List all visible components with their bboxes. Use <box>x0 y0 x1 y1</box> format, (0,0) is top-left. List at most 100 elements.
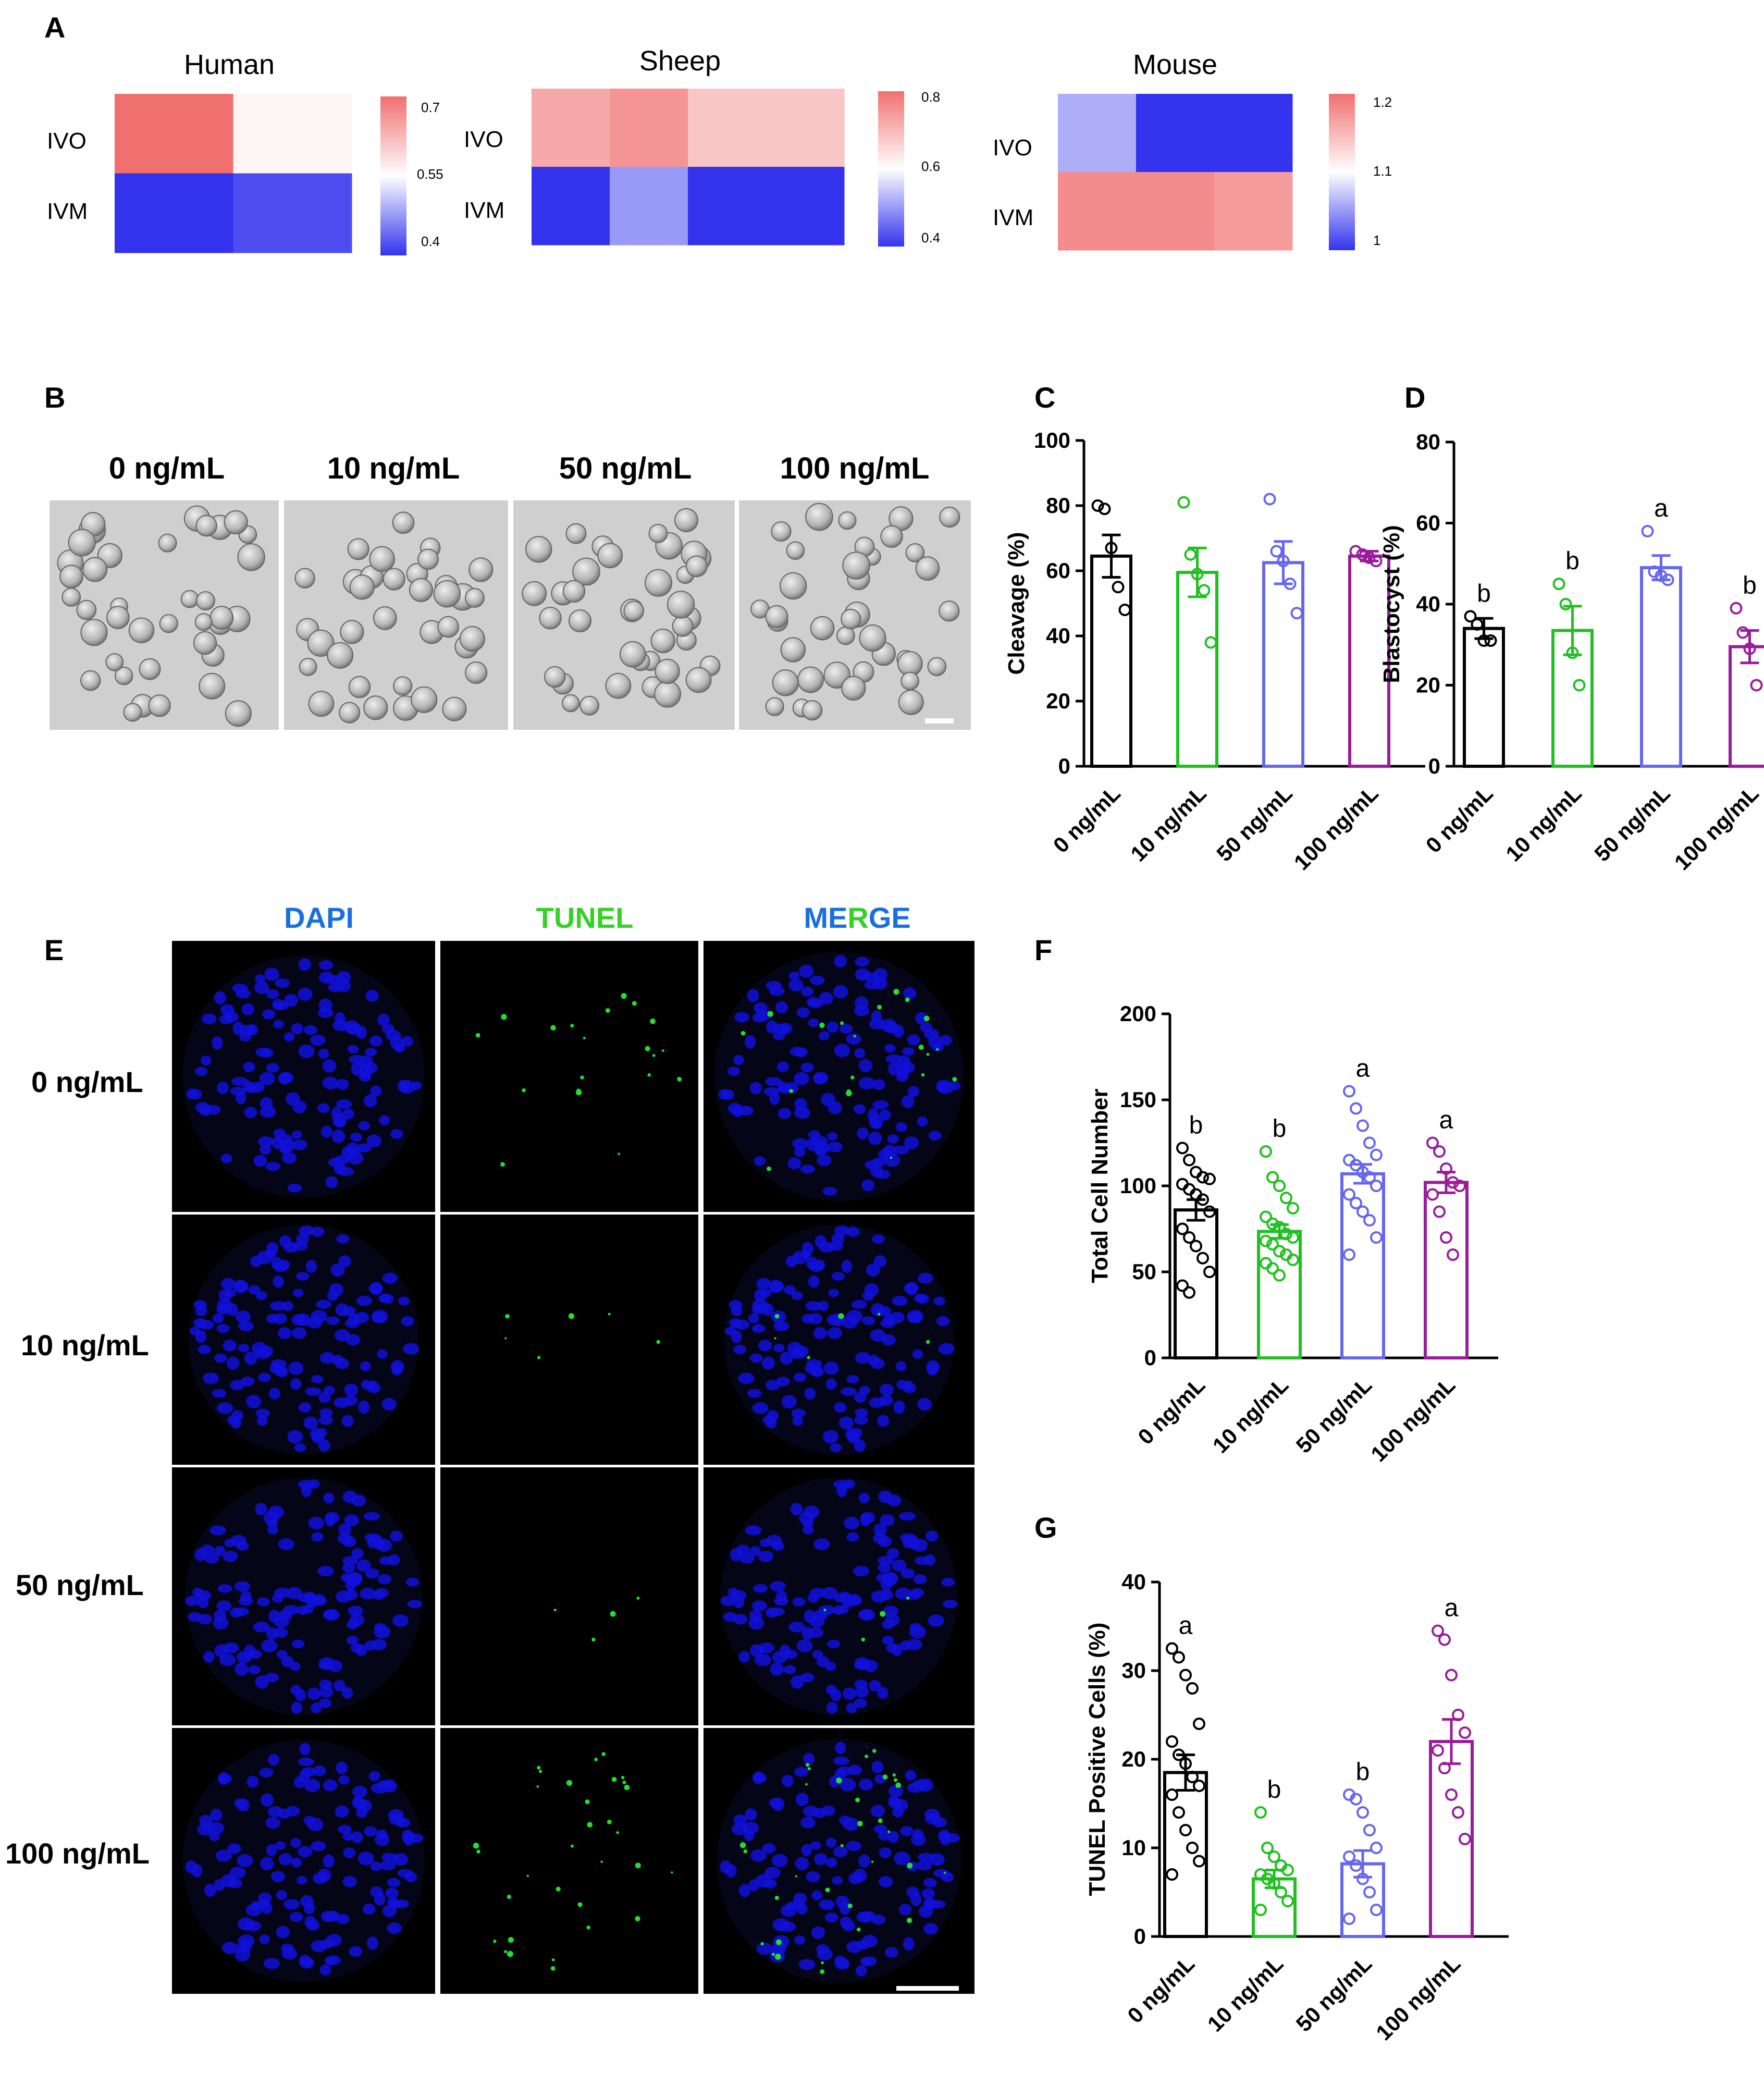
nucleus <box>316 1300 332 1309</box>
nucleus <box>311 1430 325 1444</box>
nucleus <box>255 1047 270 1057</box>
brightfield-images <box>50 500 971 730</box>
embryo <box>898 689 924 715</box>
nucleus <box>304 1779 320 1793</box>
tunel-spot <box>795 1875 798 1878</box>
nucleus <box>232 1022 244 1035</box>
y-tick-label: 20 <box>1416 673 1440 697</box>
nucleus <box>318 998 332 1012</box>
data-point <box>1445 1669 1458 1682</box>
data-point <box>1179 1669 1192 1682</box>
nucleus <box>880 1589 893 1600</box>
nucleus <box>804 1610 815 1623</box>
nucleus <box>871 1234 885 1244</box>
x-tick-label: 0 ng/mL <box>1133 1372 1210 1449</box>
nucleus <box>217 1584 232 1593</box>
data-point <box>1190 1240 1202 1253</box>
embryo-outline <box>182 955 425 1198</box>
nucleus <box>882 1636 894 1645</box>
data-point <box>1356 548 1369 561</box>
legend-tick: 1 <box>1373 232 1380 248</box>
embryo <box>417 548 439 570</box>
nucleus <box>342 1490 357 1503</box>
nucleus <box>331 1130 346 1143</box>
embryo <box>810 616 835 641</box>
nucleus <box>764 1867 781 1879</box>
nucleus <box>331 1107 342 1121</box>
significance-letter: a <box>1654 495 1668 522</box>
nucleus <box>796 1007 810 1018</box>
nucleus <box>873 968 888 981</box>
nucleus <box>827 1639 840 1649</box>
nucleus <box>858 1854 870 1868</box>
nucleus <box>251 1342 267 1355</box>
nucleus <box>909 1623 922 1632</box>
y-tick-label: 0 <box>1134 1924 1146 1948</box>
tunel-spot <box>616 1831 619 1834</box>
data-point <box>1275 1886 1287 1898</box>
nucleus <box>877 1415 890 1427</box>
nucleus <box>819 1899 835 1910</box>
tunel-spot <box>621 992 627 999</box>
nucleus <box>859 1492 870 1504</box>
nucleus <box>796 1903 808 1915</box>
embryo <box>106 606 130 629</box>
nucleus <box>776 1377 790 1387</box>
brightfield-image <box>284 500 508 730</box>
nucleus <box>193 1300 207 1309</box>
nucleus <box>878 1562 891 1573</box>
nucleus <box>771 1854 788 1867</box>
nucleus <box>941 1578 955 1587</box>
nucleus <box>201 1055 212 1066</box>
nucleus <box>806 1359 822 1368</box>
embryo <box>655 658 680 684</box>
nucleus <box>377 1013 390 1026</box>
legend-tick: 0.55 <box>417 166 443 182</box>
heatmap-row-label: IVO <box>47 128 87 154</box>
bar <box>1429 1740 1474 1938</box>
tunel-spot <box>820 1969 825 1974</box>
nucleus <box>238 1343 250 1353</box>
nucleus <box>212 1036 223 1050</box>
data-point <box>1173 1806 1185 1819</box>
nucleus <box>272 1593 283 1603</box>
nucleus <box>263 1958 280 1969</box>
embryo <box>363 695 388 720</box>
nucleus <box>770 1662 784 1676</box>
nucleus <box>832 1876 843 1885</box>
y-tick-label: 40 <box>1416 592 1440 616</box>
nucleus <box>214 1879 225 1892</box>
nucleus <box>828 1289 840 1297</box>
color-legend-bar <box>1329 94 1355 250</box>
nucleus <box>752 1013 767 1023</box>
nucleus <box>344 1514 360 1526</box>
nucleus <box>782 1774 794 1787</box>
nucleus <box>276 1890 287 1900</box>
nucleus <box>843 1687 857 1700</box>
nucleus <box>217 1298 232 1312</box>
nucleus <box>298 1044 315 1058</box>
nucleus <box>752 1600 767 1612</box>
nucleus <box>941 1872 954 1882</box>
nucleus <box>840 1591 851 1603</box>
nucleus <box>287 1183 302 1193</box>
data-point <box>1191 568 1204 581</box>
nucleus <box>827 1314 841 1326</box>
nucleus <box>257 1597 270 1607</box>
nucleus <box>226 1356 240 1370</box>
data-point <box>1183 1231 1195 1244</box>
nucleus <box>258 1372 271 1382</box>
nucleus <box>745 1525 762 1536</box>
nucleus <box>766 1417 777 1429</box>
nucleus <box>186 1088 198 1099</box>
tunel-spot <box>857 1821 863 1826</box>
nucleus <box>749 1082 762 1095</box>
nucleus <box>401 1036 413 1047</box>
data-point <box>1363 1214 1376 1227</box>
nucleus <box>330 1263 345 1277</box>
nucleus <box>356 1559 371 1572</box>
heatmap-title: Sheep <box>639 45 721 77</box>
embryo <box>411 686 438 713</box>
nucleus <box>805 1301 822 1311</box>
nucleus <box>773 1320 790 1332</box>
